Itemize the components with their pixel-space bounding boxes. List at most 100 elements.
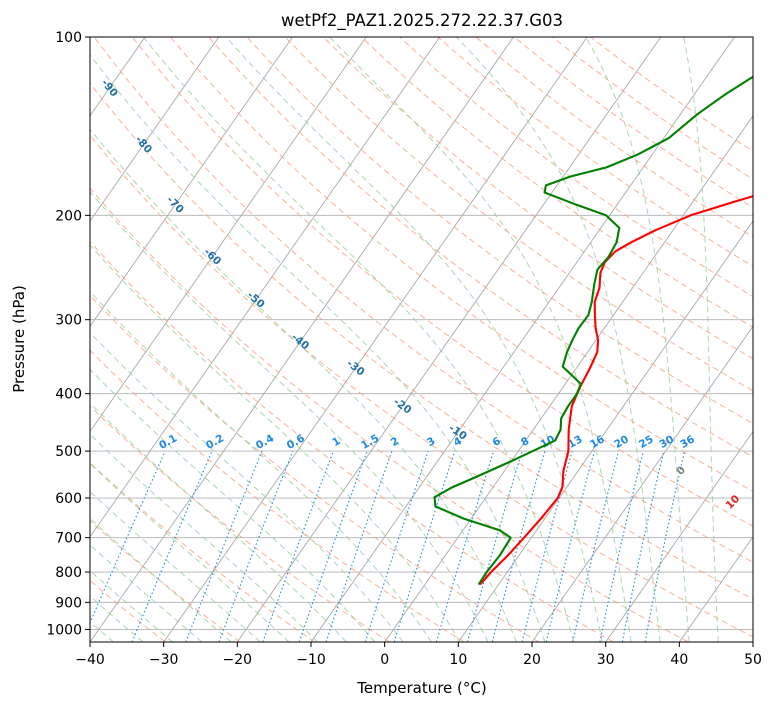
- mixing-ratio-line: [393, 450, 456, 642]
- mixing-ratio-line: [435, 450, 495, 642]
- mixing-ratio-line: [218, 450, 294, 642]
- isotherm-line: [310, 37, 735, 642]
- mixing-ratio-line: [90, 450, 166, 625]
- y-tick-label: 200: [55, 208, 82, 224]
- isotherm-line: [163, 37, 588, 642]
- y-tick-label: 400: [55, 387, 82, 403]
- mixing-ratio-line: [491, 450, 546, 642]
- isotherm-line: [457, 220, 753, 642]
- mixing-ratio-line: [185, 450, 263, 642]
- moist-adiabat-line: [90, 569, 173, 642]
- mixing-ratio-line: [466, 450, 523, 642]
- moist-adiabat-line: [90, 595, 144, 642]
- y-tick-label: 700: [55, 531, 82, 547]
- dry-adiabat-line: [90, 134, 753, 638]
- mixing-ratio-lines: [90, 450, 686, 642]
- x-axis-title: Temperature (°C): [356, 679, 486, 697]
- mixing-ratio-line: [599, 450, 644, 642]
- y-tick-label: 500: [55, 444, 82, 460]
- dry-adiabat-line: [131, 37, 753, 527]
- y-tick-label: 1000: [46, 622, 82, 638]
- moist-adiabat-line: [90, 53, 546, 642]
- dry-adiabat-lines: [90, 37, 753, 642]
- y-tick-label: 300: [55, 313, 82, 329]
- x-tick-label: 40: [670, 652, 688, 668]
- moist-adiabat-line: [329, 37, 632, 642]
- dry-adiabat-line: [90, 240, 614, 642]
- moist-adiabat-line: [90, 544, 203, 642]
- y-tick-label: 900: [55, 595, 82, 611]
- mixing-ratio-line: [262, 450, 334, 642]
- pressure-gridlines: [90, 37, 753, 630]
- dry-adiabat-line: [93, 37, 753, 563]
- y-tick-label: 600: [55, 491, 82, 507]
- plot-area: -100-90-80-70-60-50-40-30-20-10010203040…: [90, 37, 753, 642]
- isotherm-lines: [90, 37, 753, 642]
- y-tick-label: 100: [55, 30, 82, 46]
- moist-adiabat-line: [90, 463, 290, 642]
- mixing-ratio-line: [364, 450, 429, 642]
- plot-frame: [89, 36, 754, 643]
- mixing-ratio-line: [298, 450, 368, 642]
- isotherm-line: [90, 37, 441, 538]
- dry-adiabat-line: [90, 187, 689, 642]
- x-axis-ticks: −40 −30 −20 −10 0 10 20 30 40 50: [75, 642, 762, 668]
- dry-adiabat-line: [246, 37, 753, 425]
- dry-adiabat-line: [90, 294, 540, 642]
- moist-adiabat-line: [225, 37, 603, 642]
- isotherm-line: [90, 37, 514, 642]
- dewpoint-line: [433, 75, 753, 586]
- moist-adiabat-line: [90, 290, 432, 642]
- dry-adiabat-line: [90, 405, 390, 642]
- moist-adiabat-line: [90, 368, 376, 642]
- mixing-ratio-line: [325, 450, 393, 642]
- y-tick-label: 800: [55, 565, 82, 581]
- x-tick-label: −30: [149, 652, 179, 668]
- mixing-ratio-line: [131, 450, 213, 642]
- isotherm-line: [384, 115, 753, 642]
- x-tick-label: −20: [223, 652, 253, 668]
- moist-adiabat-line: [90, 128, 517, 642]
- y-axis-title: Pressure (hPa): [10, 285, 28, 393]
- moist-adiabat-line: [456, 37, 661, 642]
- moist-adiabat-line: [683, 37, 719, 642]
- moist-adiabat-line: [143, 37, 575, 642]
- isotherm-line: [90, 37, 293, 328]
- dry-adiabat-line: [361, 37, 753, 328]
- dry-adiabat-line: [170, 37, 753, 492]
- mixing-ratio-line: [545, 450, 595, 642]
- moist-adiabat-line: [90, 490, 261, 642]
- x-tick-label: −10: [296, 652, 326, 668]
- moist-adiabat-lines: [90, 37, 719, 642]
- isotherm-line: [90, 37, 367, 433]
- moist-adiabat-line: [585, 37, 690, 642]
- x-tick-label: 20: [523, 652, 541, 668]
- dry-adiabat-line: [90, 349, 465, 642]
- x-tick-label: 10: [449, 652, 467, 668]
- dry-adiabat-line: [90, 82, 753, 600]
- dry-adiabat-line: [90, 462, 315, 642]
- chart-title: wetPf2_PAZ1.2025.272.22.37.G03: [281, 11, 563, 31]
- dry-adiabat-line: [208, 37, 753, 458]
- profile-series: [433, 75, 753, 586]
- mixing-ratio-line: [572, 450, 620, 642]
- moist-adiabat-line: [90, 190, 489, 642]
- x-tick-label: 30: [597, 652, 615, 668]
- isotherm-line: [605, 430, 753, 642]
- moist-adiabat-line: [90, 331, 404, 642]
- moist-adiabat-line: [90, 244, 461, 642]
- dry-adiabat-line: [399, 37, 753, 298]
- isotherm-line: [90, 37, 220, 222]
- temperature-line: [479, 195, 753, 586]
- x-tick-label: −40: [75, 652, 105, 668]
- moist-adiabat-line: [90, 517, 232, 642]
- isotherm-line: [531, 325, 753, 642]
- x-tick-label: 50: [744, 652, 762, 668]
- moist-adiabat-line: [90, 433, 319, 642]
- y-axis-ticks: 100 200 300 400 500 600 700 800 900 1000: [46, 30, 90, 638]
- isotherm-line: [678, 535, 753, 642]
- x-tick-label: 0: [380, 652, 389, 668]
- isotherm-line: [236, 37, 662, 642]
